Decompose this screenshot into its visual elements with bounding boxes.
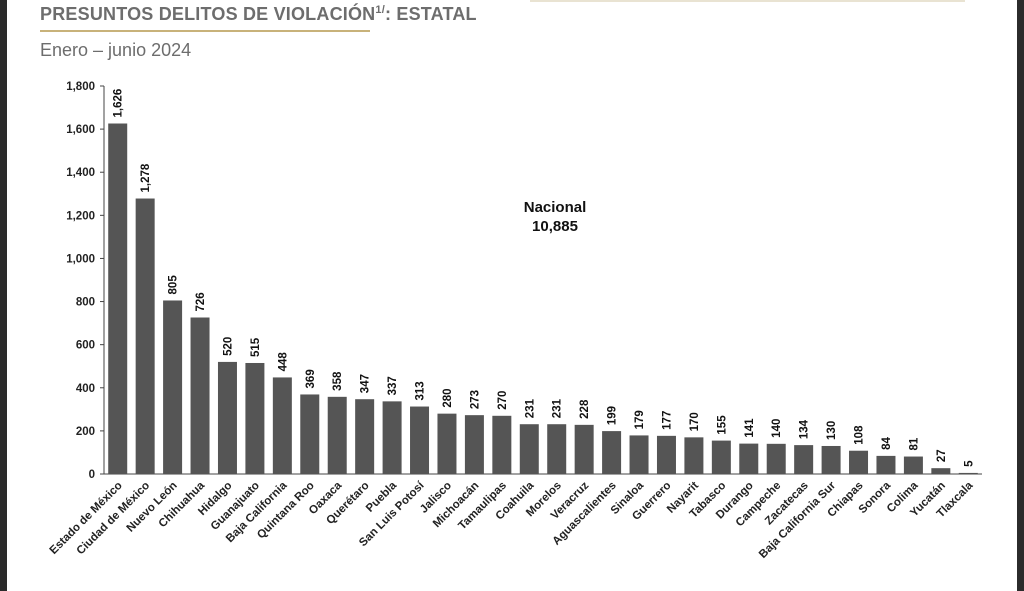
bar-value-label: 520 bbox=[222, 337, 234, 356]
y-tick-label: 1,000 bbox=[66, 253, 95, 265]
bar-value-label: 5 bbox=[963, 460, 975, 467]
bar-value-label: 170 bbox=[689, 412, 701, 431]
bar bbox=[903, 456, 923, 474]
bar-value-label: 134 bbox=[799, 419, 811, 439]
national-label: Nacional bbox=[523, 199, 587, 216]
bar bbox=[519, 424, 539, 474]
bar bbox=[163, 300, 183, 474]
bar-value-label: 140 bbox=[771, 419, 783, 438]
bar-value-label: 448 bbox=[277, 352, 289, 372]
bar bbox=[958, 472, 978, 474]
right-frame-border bbox=[1017, 0, 1024, 591]
bar bbox=[876, 455, 896, 474]
y-tick-label: 600 bbox=[76, 340, 95, 352]
bar bbox=[602, 431, 622, 474]
bar-value-label: 130 bbox=[826, 421, 838, 440]
left-frame-border bbox=[0, 0, 7, 591]
bar-value-label: 141 bbox=[744, 418, 756, 438]
bar bbox=[190, 317, 210, 474]
bar bbox=[217, 361, 237, 474]
bar-value-label: 228 bbox=[579, 399, 591, 419]
bar bbox=[492, 415, 512, 474]
bar bbox=[629, 435, 649, 474]
bar-value-label: 231 bbox=[524, 398, 536, 418]
bar-value-label: 347 bbox=[360, 374, 372, 393]
bar bbox=[300, 394, 320, 474]
bar bbox=[437, 413, 457, 474]
bar-value-label: 358 bbox=[332, 371, 344, 391]
title-underline bbox=[40, 30, 370, 32]
bar bbox=[355, 399, 375, 474]
bar-value-label: 84 bbox=[881, 436, 893, 449]
bar bbox=[135, 198, 155, 474]
chart-title: PRESUNTOS DELITOS DE VIOLACIÓN1/: ESTATA… bbox=[40, 4, 477, 25]
y-tick-label: 1,200 bbox=[66, 210, 95, 222]
chart-subtitle: Enero – junio 2024 bbox=[40, 40, 192, 60]
y-tick-label: 200 bbox=[76, 426, 95, 438]
title-main: PRESUNTOS DELITOS DE VIOLACIÓN bbox=[40, 4, 376, 24]
y-tick-label: 800 bbox=[76, 297, 95, 309]
bar bbox=[245, 362, 265, 474]
title-suffix: : ESTATAL bbox=[384, 4, 477, 24]
y-tick-label: 0 bbox=[89, 469, 95, 481]
title-footnote: 1/ bbox=[375, 4, 385, 16]
bar-value-label: 231 bbox=[552, 398, 564, 418]
bar-value-label: 313 bbox=[415, 381, 427, 400]
bar bbox=[711, 440, 731, 474]
bar bbox=[656, 435, 676, 474]
bar bbox=[574, 424, 594, 474]
bar bbox=[464, 415, 484, 474]
bar bbox=[382, 401, 402, 474]
bar-value-label: 369 bbox=[305, 369, 317, 388]
y-tick-label: 1,800 bbox=[66, 81, 95, 93]
bar-value-label: 199 bbox=[607, 406, 619, 425]
bar-value-label: 280 bbox=[442, 388, 454, 407]
bar bbox=[766, 443, 786, 474]
bar-value-label: 81 bbox=[908, 437, 920, 450]
bar bbox=[684, 437, 704, 474]
y-tick-label: 400 bbox=[76, 383, 95, 395]
bar-value-label: 270 bbox=[497, 391, 509, 410]
bar-value-label: 27 bbox=[936, 449, 948, 462]
bar bbox=[272, 377, 292, 474]
bar-value-label: 726 bbox=[195, 292, 207, 311]
bar bbox=[794, 445, 814, 474]
bar-value-label: 155 bbox=[716, 415, 728, 435]
bar bbox=[410, 406, 430, 474]
bar-value-label: 1,278 bbox=[140, 163, 152, 192]
bar bbox=[821, 445, 841, 474]
bar bbox=[849, 450, 869, 474]
bar bbox=[931, 468, 951, 474]
y-tick-label: 1,600 bbox=[66, 124, 95, 136]
bar bbox=[547, 424, 567, 474]
bar-value-label: 177 bbox=[661, 411, 673, 430]
bar-value-label: 108 bbox=[854, 425, 866, 445]
bar-value-label: 805 bbox=[168, 275, 180, 295]
bar-value-label: 1,626 bbox=[113, 89, 125, 118]
bar-value-label: 273 bbox=[469, 390, 481, 409]
national-value: 10,885 bbox=[532, 218, 578, 235]
bar-value-label: 179 bbox=[634, 410, 646, 429]
bar-value-label: 515 bbox=[250, 337, 262, 357]
bar bbox=[108, 123, 128, 475]
top-rule bbox=[530, 0, 965, 2]
bar bbox=[739, 443, 759, 474]
bar-value-label: 337 bbox=[387, 376, 399, 395]
bar bbox=[327, 396, 347, 474]
national-total-annotation: Nacional 10,885 bbox=[500, 198, 610, 236]
y-tick-label: 1,400 bbox=[66, 167, 95, 179]
